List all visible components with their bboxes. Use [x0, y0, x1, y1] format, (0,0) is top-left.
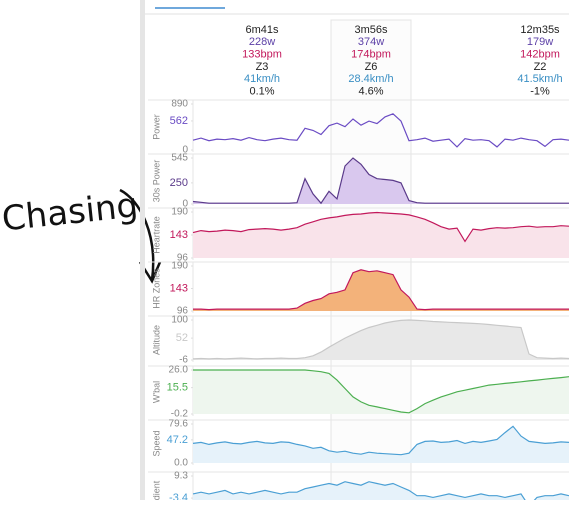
y-tick-label: 15.5 [167, 382, 188, 394]
y-tick-label: 190 [171, 261, 188, 272]
y-tick-label: 0 [182, 145, 188, 156]
stat-value: 228w [249, 36, 275, 48]
area [193, 158, 569, 204]
y-tick-label: -0.2 [171, 409, 189, 420]
series-line [192, 425, 569, 456]
y-tick-label: 96 [177, 306, 189, 317]
y-tick-label: 890 [171, 99, 188, 110]
y-tick-label: -6 [179, 355, 188, 366]
y-tick-label: 143 [170, 282, 188, 294]
area [193, 212, 569, 258]
chart-label: Power [151, 114, 161, 140]
chart-label: HR Zones [151, 268, 161, 309]
y-tick-label: -3.4 [169, 492, 188, 500]
active-tab-indicator[interactable] [155, 7, 225, 9]
series-line [193, 369, 569, 414]
stat-value: 0.1% [249, 85, 274, 97]
series-line [193, 269, 569, 311]
y-tick-label: 52 [176, 332, 188, 344]
stat-value: -1% [530, 85, 550, 97]
chart-label: Altitude [151, 325, 161, 355]
y-tick-label: 9.3 [174, 471, 188, 482]
chart-label: Heartrate [151, 216, 161, 254]
y-tick-label: 143 [170, 229, 188, 241]
stat-value: 179w [527, 36, 553, 48]
stat-value: 28.4km/h [348, 73, 393, 85]
y-tick-label: 79.6 [169, 419, 189, 430]
tab-bar [145, 0, 569, 14]
stat-value: 6m41s [245, 24, 279, 36]
panel-border [140, 0, 145, 500]
stat-value: 142bpm [520, 49, 560, 61]
area [193, 426, 569, 463]
y-tick-label: 26.0 [169, 365, 189, 376]
y-tick-label: 0.0 [174, 458, 188, 469]
y-tick-label: 100 [171, 315, 188, 326]
series-line [192, 113, 569, 148]
stat-value: Z2 [534, 61, 547, 73]
y-tick-label: 545 [171, 153, 188, 164]
stat-value: 41km/h [244, 73, 280, 85]
stat-value: 174bpm [351, 49, 391, 61]
y-tick-label: 96 [177, 253, 189, 264]
chart-label: Gradient [151, 480, 161, 500]
series-line [192, 319, 569, 360]
stat-value: 41.5km/h [517, 73, 562, 85]
series-line [192, 481, 569, 505]
area [193, 269, 569, 311]
stat-value: 3m56s [354, 24, 388, 36]
area [193, 320, 569, 360]
stat-value: Z3 [256, 61, 269, 73]
stat-value: Z6 [365, 61, 378, 73]
series-line [192, 157, 569, 205]
y-tick-label: 250 [170, 177, 188, 189]
area [193, 481, 569, 505]
stat-value: 12m35s [520, 24, 560, 36]
chart-label: Speed [151, 430, 161, 456]
area [193, 370, 569, 414]
y-tick-label: 190 [171, 207, 188, 218]
charts: Power 890 562 0 30s Power 545 250 0 Heartrate 190… [148, 99, 569, 505]
y-tick-label: 0 [182, 199, 188, 210]
stat-value: 4.6% [358, 85, 383, 97]
chart-label: 30s Power [151, 160, 161, 203]
y-tick-label: 47.2 [167, 434, 188, 446]
stat-value: 374w [358, 36, 384, 48]
y-tick-label: 562 [170, 115, 188, 127]
chart-label: W'bal [151, 381, 161, 403]
series-line [192, 211, 569, 243]
stat-value: 133bpm [242, 49, 282, 61]
